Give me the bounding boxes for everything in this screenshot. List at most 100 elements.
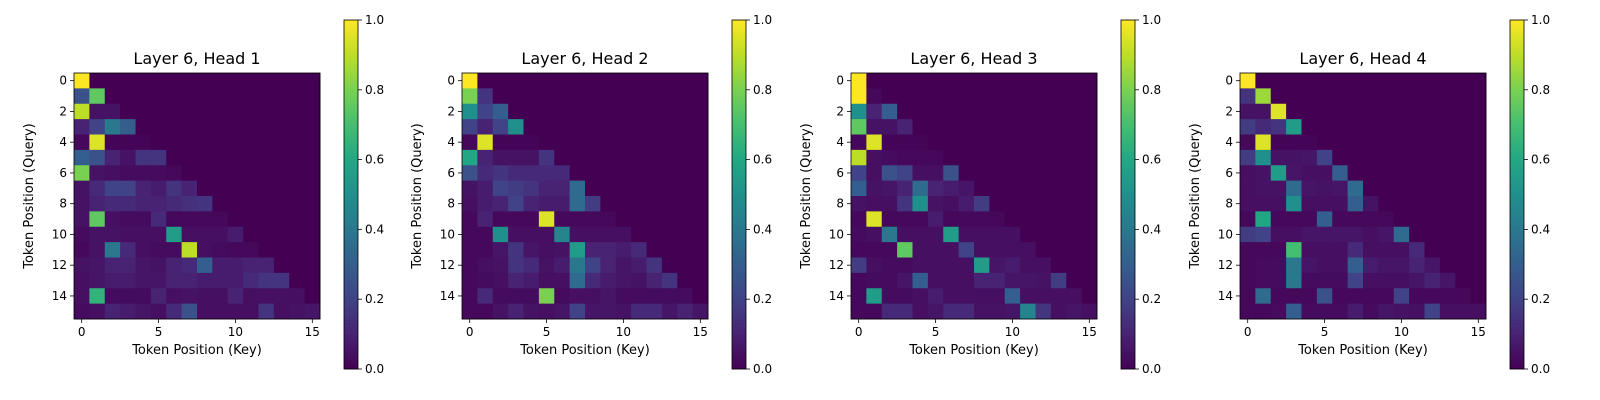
colorbar-segment <box>1121 355 1135 359</box>
heatmap-cell <box>74 226 90 243</box>
heatmap-cell <box>273 134 290 151</box>
heatmap-cell <box>258 180 275 197</box>
heatmap-cell <box>135 119 152 135</box>
colorbar-segment <box>1510 253 1524 258</box>
colorbar-segment <box>1121 271 1135 276</box>
heatmap-cell <box>197 149 213 166</box>
heatmap-cell <box>289 88 306 105</box>
heatmap-cell <box>615 242 632 258</box>
heatmap-cell <box>1378 180 1395 197</box>
heatmap-cell <box>1020 134 1036 151</box>
colorbar-segment <box>1510 225 1524 230</box>
colorbar-segment <box>1121 20 1135 24</box>
colorbar-segment <box>732 250 746 255</box>
heatmap-cell <box>661 134 678 151</box>
colorbar-tick-label: 0.2 <box>1142 292 1161 306</box>
heatmap-cell <box>1020 303 1036 320</box>
colorbar-segment <box>732 177 746 181</box>
colorbar-segment <box>732 264 746 269</box>
heatmap-cell <box>927 103 944 120</box>
heatmap-cell <box>927 73 944 89</box>
colorbar-segment <box>344 355 358 359</box>
colorbar-tick-label: 1.0 <box>1531 13 1550 27</box>
heatmap-cell <box>181 288 198 305</box>
heatmap-cell <box>600 272 617 289</box>
heatmap-cell <box>958 242 975 258</box>
heatmap-cell <box>181 88 198 105</box>
heatmap-cell <box>927 165 944 182</box>
heatmap-cell <box>631 180 647 197</box>
heatmap-cell <box>615 303 632 320</box>
colorbar-segment <box>732 33 746 38</box>
heatmap-cell <box>227 257 244 274</box>
heatmap-cell <box>692 196 709 212</box>
heatmap-cell <box>166 73 183 89</box>
heatmap-cell <box>615 288 632 305</box>
heatmap-cell <box>1424 211 1441 228</box>
heatmap-cell <box>538 211 555 228</box>
heatmap-cell <box>600 103 617 120</box>
colorbar-segment <box>732 288 746 293</box>
heatmap-cell <box>1393 180 1410 197</box>
heatmap-cell <box>554 103 571 120</box>
heatmap-cell <box>120 73 136 89</box>
heatmap-cell <box>677 303 694 320</box>
heatmap-cell <box>74 119 90 135</box>
colorbar-segment <box>1121 114 1135 119</box>
heatmap-cell <box>585 196 601 212</box>
heatmap-cell <box>1066 88 1083 105</box>
heatmap-cell <box>1066 288 1083 305</box>
colorbar-segment <box>732 201 746 206</box>
heatmap-cell <box>74 103 90 120</box>
heatmap-cell <box>89 303 106 320</box>
heatmap-cell <box>150 88 167 105</box>
heatmap-cell <box>1409 272 1425 289</box>
heatmap-cell <box>927 149 944 166</box>
heatmap-cell <box>1363 257 1379 274</box>
heatmap-cell <box>1004 242 1021 258</box>
heatmap-cell <box>631 88 647 105</box>
heatmap-cell <box>258 165 275 182</box>
heatmap-cell <box>1332 180 1349 197</box>
heatmap-cell <box>600 257 617 274</box>
heatmap-cell <box>927 226 944 243</box>
heatmap-cell <box>1301 288 1318 305</box>
heatmap-cell <box>631 149 647 166</box>
colorbar-segment <box>344 47 358 52</box>
colorbar-segment <box>732 110 746 115</box>
heatmap-cell <box>585 303 601 320</box>
heatmap-cell <box>585 73 601 89</box>
heatmap-cell <box>912 73 929 89</box>
heatmap-cell <box>943 196 960 212</box>
heatmap-cell <box>1255 134 1272 151</box>
heatmap-cell <box>1363 226 1379 243</box>
heatmap-cell <box>273 149 290 166</box>
colorbar-segment <box>1121 302 1135 307</box>
heatmap-cell <box>462 73 478 89</box>
colorbar-segment <box>1510 187 1524 192</box>
heatmap-cell <box>166 149 183 166</box>
heatmap-cell <box>1409 149 1425 166</box>
colorbar-segment <box>1121 309 1135 314</box>
heatmap-cell <box>677 288 694 305</box>
heatmap-cell <box>897 211 913 228</box>
heatmap-cell <box>477 303 494 320</box>
colorbar-segment <box>1510 124 1524 129</box>
heatmap-cell <box>258 226 275 243</box>
colorbar-segment <box>344 26 358 31</box>
heatmap-cell <box>943 303 960 320</box>
heatmap-cell <box>1301 73 1318 89</box>
heatmap-cell <box>631 242 647 258</box>
heatmap-cell <box>1081 303 1098 320</box>
heatmap-cell <box>1378 165 1395 182</box>
heatmap-cell <box>492 303 509 320</box>
heatmap-cell <box>692 242 709 258</box>
heatmap-cell <box>166 103 183 120</box>
colorbar-tick-label: 1.0 <box>1142 13 1161 27</box>
heatmap-cell <box>1240 211 1256 228</box>
heatmap-cell <box>150 103 167 120</box>
heatmap-cell <box>692 165 709 182</box>
colorbar-segment <box>1121 257 1135 262</box>
heatmap-cell <box>1050 226 1067 243</box>
heatmap-cell <box>1004 149 1021 166</box>
